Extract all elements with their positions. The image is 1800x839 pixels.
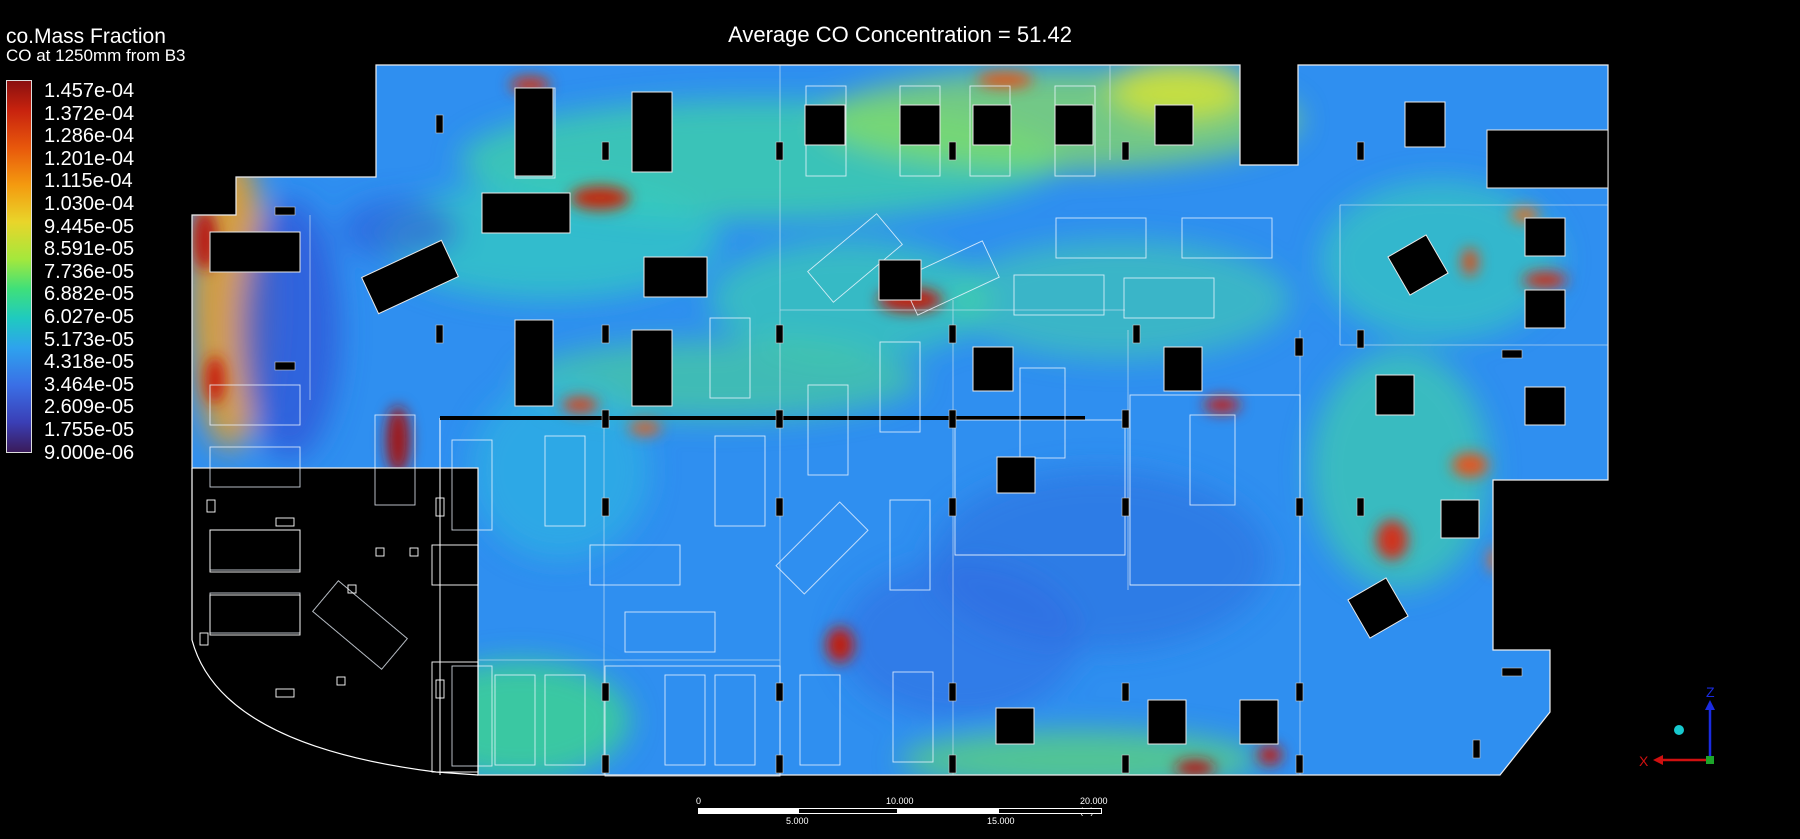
scale-segment — [698, 808, 798, 814]
page-title: Average CO Concentration = 51.42 — [728, 22, 1072, 47]
legend-tick: 7.736e-05 — [44, 260, 135, 283]
scale-label: 0 — [696, 796, 702, 806]
legend-tick: 9.000e-06 — [44, 441, 135, 464]
legend-colorbar — [6, 80, 32, 453]
scale-segment — [998, 808, 1102, 814]
legend-title: co.Mass Fraction — [6, 25, 166, 48]
legend-tick: 5.173e-05 — [44, 328, 135, 351]
axis-triad: Z X — [1639, 684, 1715, 769]
legend-tick: 3.464e-05 — [44, 373, 135, 396]
scale-label: 10.000 — [886, 796, 914, 806]
scale-label: 15.000 — [987, 816, 1015, 826]
legend-tick: 6.027e-05 — [44, 305, 135, 328]
legend-tick: 1.201e-04 — [44, 147, 135, 170]
axis-z-label: Z — [1706, 684, 1715, 700]
legend-tick: 1.115e-04 — [44, 170, 133, 193]
axis-origin-dot — [1674, 725, 1684, 735]
legend-subtitle: CO at 1250mm from B3 — [6, 46, 186, 65]
legend-tick-labels: 1.457e-04 1.372e-04 1.286e-04 1.201e-04 … — [44, 80, 134, 464]
legend-tick: 1.457e-04 — [44, 80, 135, 102]
scale-segment — [798, 808, 898, 814]
legend-tick: 1.030e-04 — [44, 192, 135, 215]
legend-tick: 9.445e-05 — [44, 215, 135, 238]
scale-segment — [898, 808, 998, 814]
legend-tick: 8.591e-05 — [44, 238, 135, 261]
legend-tick: 1.286e-04 — [44, 125, 135, 148]
legend-tick: 6.882e-05 — [44, 283, 135, 306]
legend-tick: 1.372e-04 — [44, 102, 135, 125]
legend-tick: 1.755e-05 — [44, 418, 135, 441]
legend-tick: 4.318e-05 — [44, 351, 135, 374]
axis-x-label: X — [1639, 753, 1649, 769]
scale-bar: 0 10.000 20.000 (m) 5.000 15.000 — [690, 796, 1110, 826]
legend-tick: 2.609e-05 — [44, 396, 135, 419]
scale-label: 5.000 — [786, 816, 809, 826]
